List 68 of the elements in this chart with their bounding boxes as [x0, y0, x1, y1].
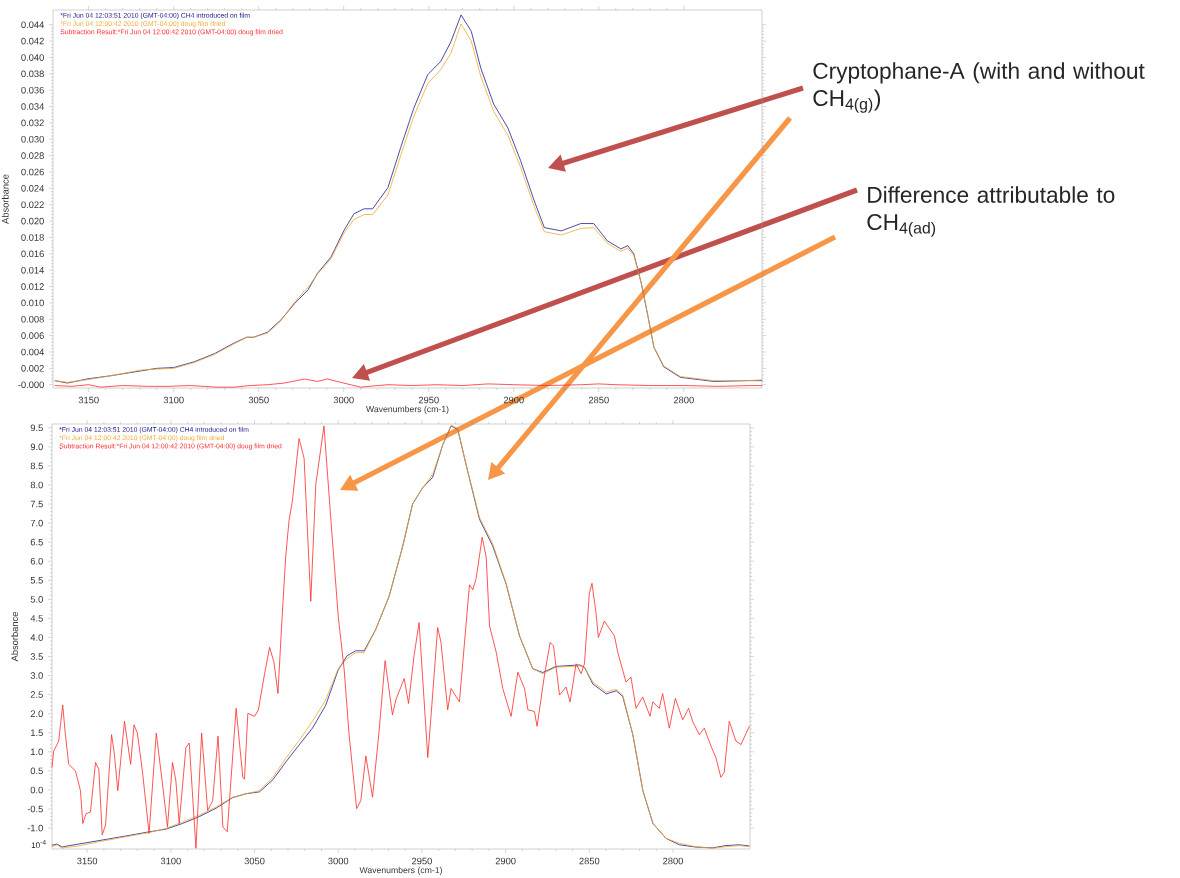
y-tick-label: 4.0 [30, 634, 43, 641]
y-tick-label: 0.004 [21, 348, 44, 356]
y-tick-label: 0.028 [21, 152, 44, 159]
y-tick-label: 0.012 [21, 283, 44, 290]
x-tick-label: 3050 [244, 857, 265, 865]
x-tick-label: 2800 [663, 857, 684, 865]
x-tick-label: 3150 [77, 857, 98, 865]
y-tick-label: 0.034 [21, 103, 44, 110]
x-tick-label: 3150 [78, 396, 99, 404]
y-tick-label: 8.0 [30, 481, 43, 489]
y-tick-label: 0.018 [21, 234, 44, 241]
x-tick-label: 2800 [673, 396, 694, 404]
line-series [54, 378, 763, 388]
y-tick-label: 0.5 [30, 767, 43, 775]
y-tick-label: 0.026 [21, 168, 44, 176]
y-tick-label: 0.022 [21, 201, 44, 209]
y-tick-label: 5.5 [30, 577, 43, 584]
y-tick-label: 1.5 [31, 729, 43, 736]
x-tick-label: 2950 [412, 857, 432, 865]
y-tick-label: 6.5 [30, 538, 43, 546]
y-tick-label: 3.0 [30, 672, 43, 679]
y-tick-label: 0.036 [21, 86, 44, 94]
x-tick-label: 3000 [333, 396, 354, 404]
x-axis-title: Wavenumbers (cm-1) [359, 866, 442, 875]
y-tick-label: 0.006 [21, 332, 44, 339]
text: 10$^{-4}$ [31, 840, 46, 849]
y-tick-label: 7.5 [30, 500, 43, 508]
x-tick-label: 3000 [328, 857, 349, 865]
x-tick-label: 2850 [579, 857, 600, 865]
x-tick-label: 2850 [588, 396, 609, 404]
y-tick-label: -0.5 [27, 805, 43, 813]
y-tick-label: -1.0 [27, 824, 43, 832]
y-tick-label: 0.042 [21, 37, 44, 45]
y-tick-label: 2.5 [30, 691, 43, 698]
y-tick-label: 0.038 [21, 70, 44, 78]
y-tick-label: 0.010 [21, 299, 44, 307]
y-tick-label: 9.5 [30, 424, 43, 432]
x-tick-label: 3100 [163, 396, 184, 404]
y-tick-label: 8.5 [30, 462, 43, 470]
y-axis-title: Absorbance [1, 174, 9, 224]
y-tick-label: 0.030 [21, 135, 44, 143]
y-tick-label: 0.0 [30, 786, 43, 794]
y-tick-label: 0.044 [21, 21, 44, 29]
y-tick-label: 0.020 [21, 217, 44, 225]
y-tick-label: 7.0 [30, 519, 43, 527]
text: Cryptophane-A (with and without CH$_{4(g)}$) [813, 62, 1145, 113]
x-tick-label: 2950 [418, 396, 439, 404]
y-tick-label: 0.014 [21, 266, 44, 274]
y-tick-label: 9.0 [30, 443, 43, 451]
y-axis-title: Absorbance [11, 612, 19, 662]
y-tick-label: 0.024 [21, 185, 44, 192]
y-tick-label: 6.0 [30, 557, 43, 565]
x-axis-title: Wavenumbers (cm-1) [366, 405, 449, 414]
x-tick-label: 3100 [160, 857, 181, 865]
x-tick-label: 2900 [495, 857, 516, 865]
y-tick-label: 1.0 [31, 748, 43, 756]
y-tick-label: 5.0 [30, 596, 43, 603]
x-tick-label: 3050 [248, 396, 269, 404]
y-tick-label: 3.5 [30, 653, 43, 660]
y-tick-label: 0.032 [21, 119, 44, 127]
y-tick-label: 0.008 [21, 315, 44, 323]
y-tick-label: 0.002 [21, 365, 44, 372]
y-tick-label: -0.000 [18, 381, 44, 389]
y-tick-label: 0.016 [21, 250, 44, 258]
y-tick-label: 0.040 [21, 54, 44, 61]
y-tick-label: 4.5 [30, 615, 43, 622]
y-tick-label: 2.0 [30, 710, 43, 717]
text: Difference attributable to CH$_{4(ad)}$ [867, 186, 1115, 237]
